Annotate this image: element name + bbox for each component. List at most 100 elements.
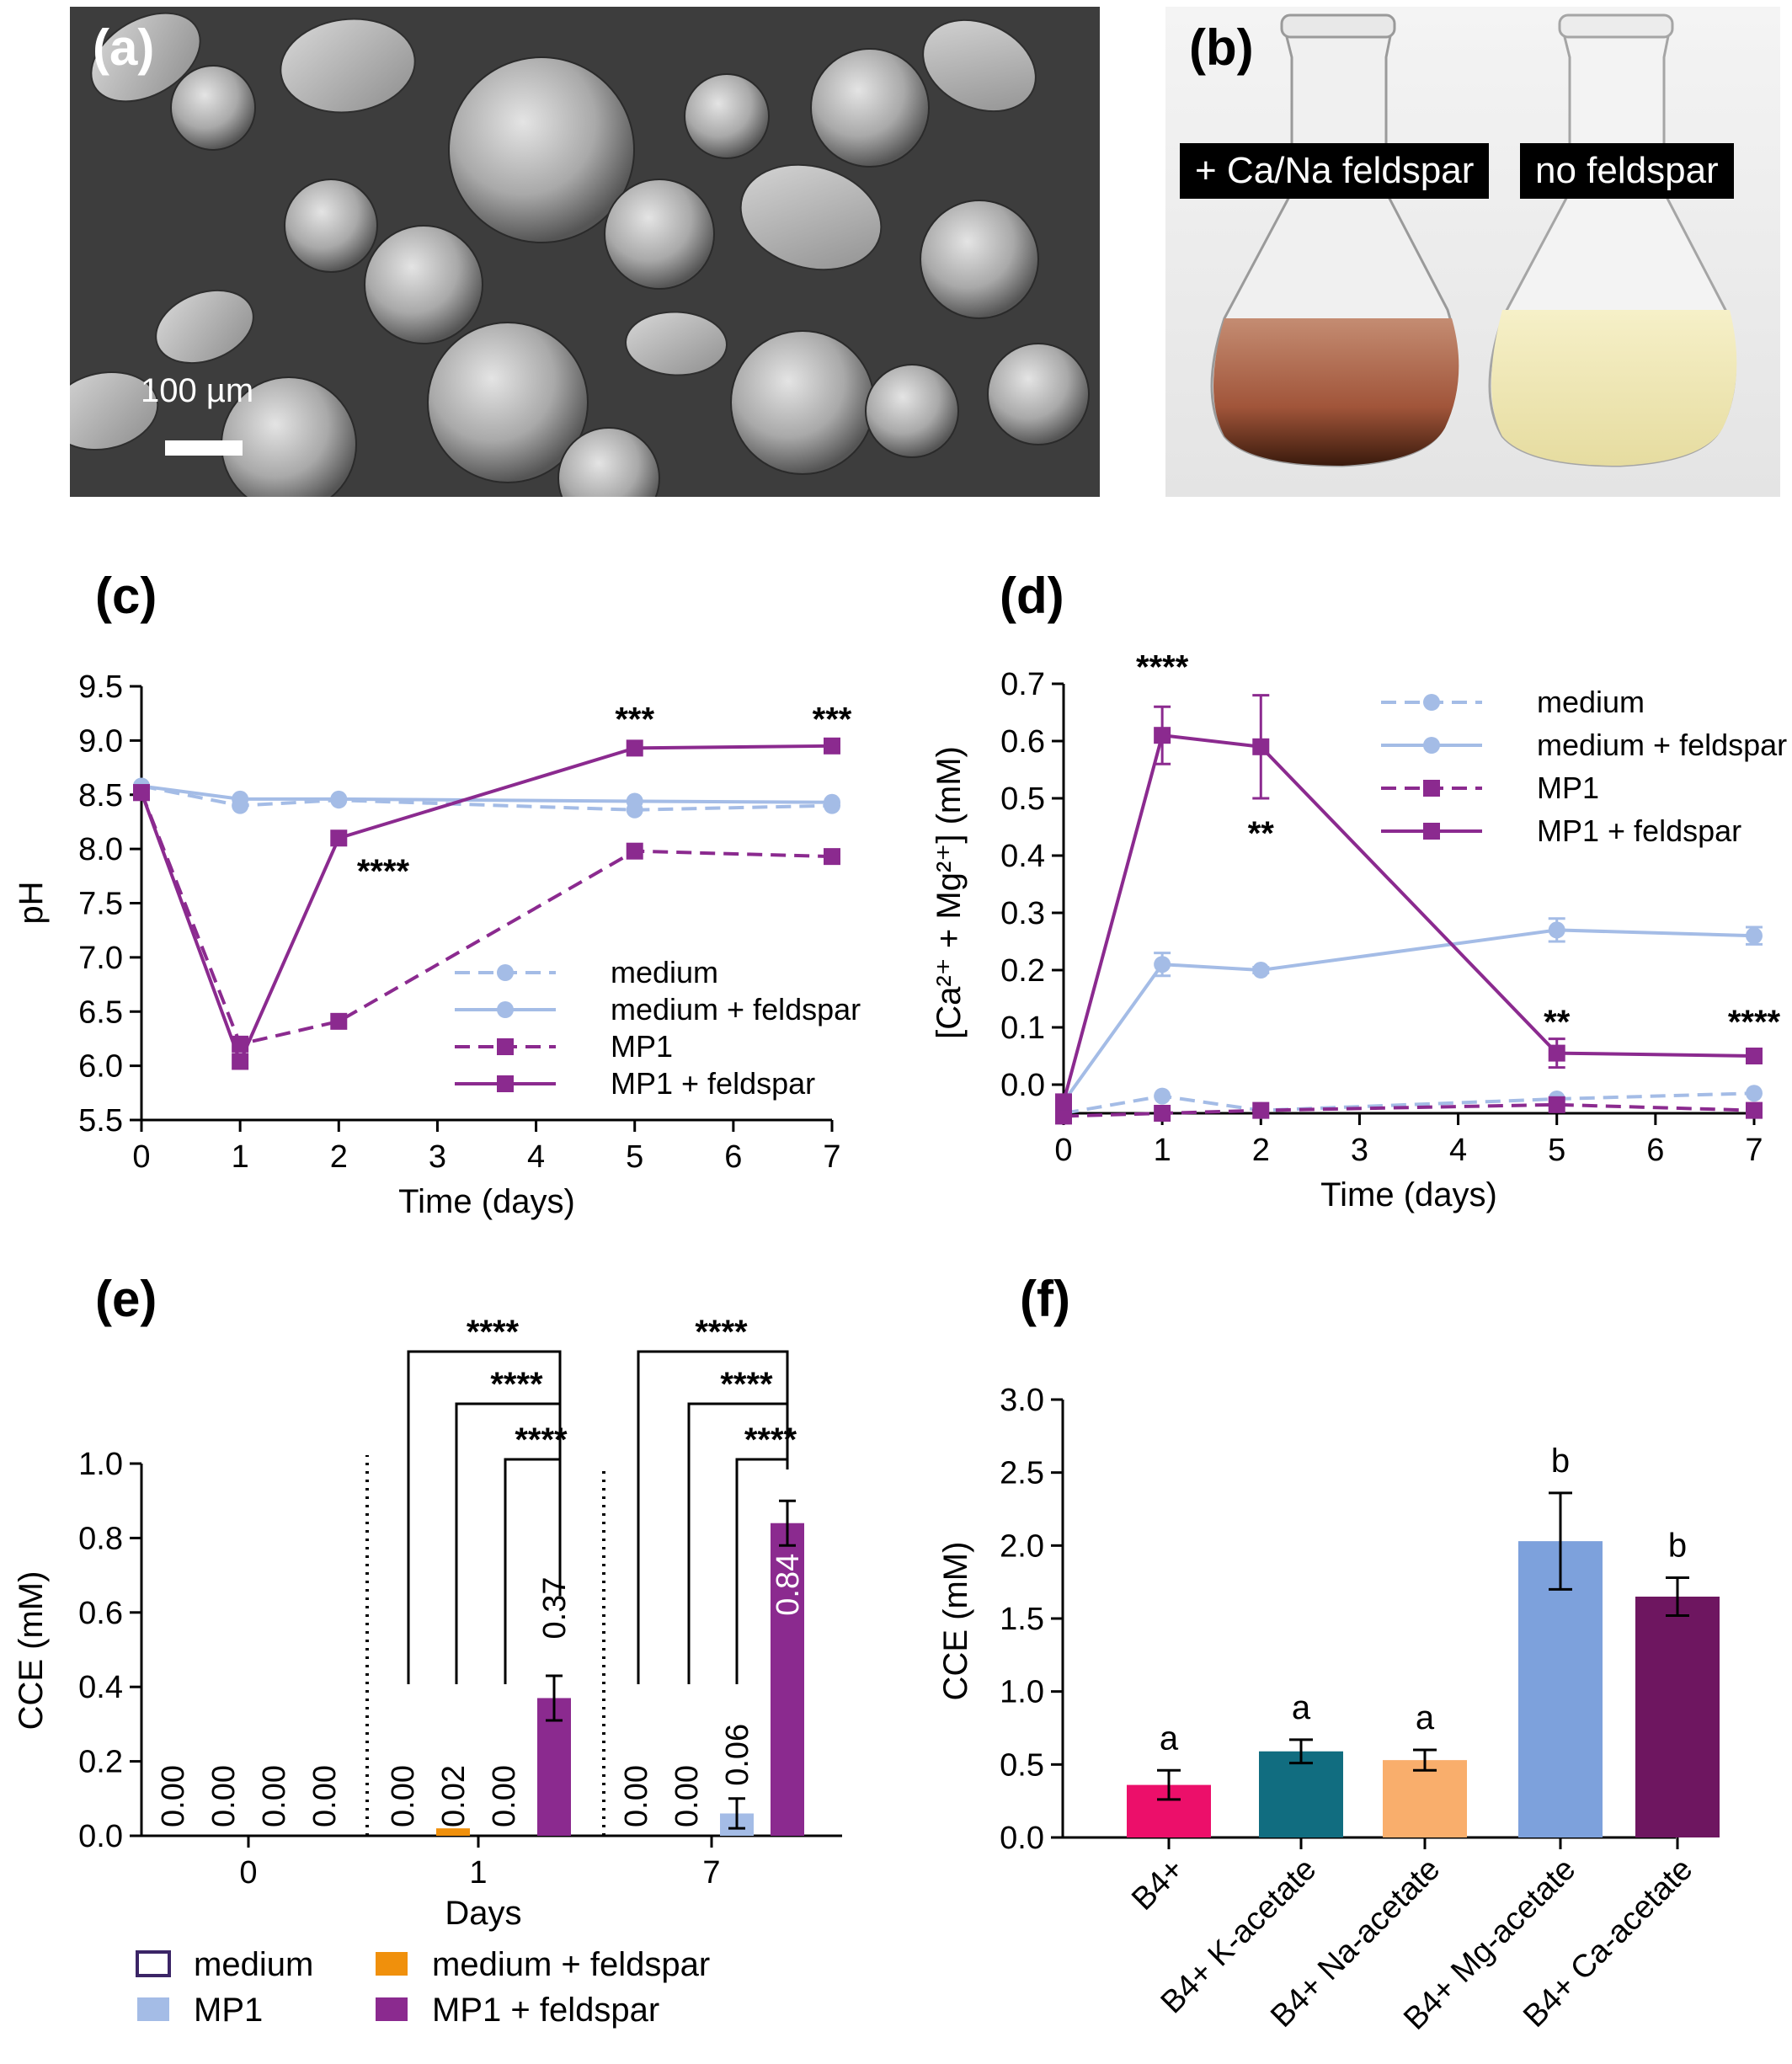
bar-value-label: 0.37	[537, 1576, 573, 1639]
legend-swatch	[376, 1997, 408, 2021]
bar-value-label: 0.84	[771, 1554, 806, 1616]
y-axis-label: CCE (mM)	[13, 1571, 50, 1731]
bar-value-label: 0.06	[720, 1724, 755, 1786]
bar	[771, 1523, 804, 1836]
data-point	[1746, 1048, 1763, 1064]
data-point	[1746, 927, 1763, 945]
sem-flake	[155, 289, 254, 365]
data-point	[824, 737, 840, 755]
sem-sphere	[170, 65, 256, 151]
data-point	[1252, 1101, 1270, 1119]
x-tick-label: 7	[823, 1139, 840, 1175]
data-point	[1154, 956, 1171, 973]
x-tick-label: 4	[1449, 1133, 1467, 1168]
x-tick-label: 3	[429, 1139, 446, 1175]
x-tick-label: 7	[1745, 1133, 1763, 1168]
sem-sphere	[448, 56, 635, 243]
sem-flake	[625, 311, 728, 376]
legend-label: MP1 + feldspar	[1537, 813, 1741, 848]
data-point	[1548, 1096, 1565, 1113]
legend-label: medium	[1537, 685, 1645, 719]
flask-photo	[1165, 7, 1780, 497]
significance-label: ****	[695, 1314, 748, 1351]
significance-label: ***	[813, 701, 852, 739]
data-point	[1055, 1093, 1072, 1111]
data-point	[1154, 1105, 1171, 1122]
legend-label: medium + feldspar	[1537, 728, 1787, 762]
x-tick-label: 0	[132, 1139, 150, 1175]
data-point	[1252, 738, 1270, 755]
significance-label: **	[1544, 1004, 1571, 1041]
sem-sphere	[810, 48, 930, 168]
legend-label: medium + feldspar	[611, 992, 861, 1027]
significance-bracket	[735, 1458, 789, 1684]
panel-d-letter: (d)	[1000, 568, 1064, 624]
significance-label: ****	[467, 1314, 520, 1351]
x-tick-label: B4+	[1125, 1852, 1191, 1917]
x-tick-label: 7	[702, 1855, 720, 1891]
data-point	[1548, 1044, 1565, 1062]
legend-swatch-marker	[1423, 780, 1440, 797]
y-axis-label: CCE (mM)	[937, 1542, 974, 1701]
x-tick-label: 0	[1054, 1133, 1072, 1168]
y-axis-label: pH	[13, 881, 50, 924]
x-tick-label: 1	[469, 1855, 487, 1891]
y-tick-label: 9.5	[78, 669, 123, 705]
sem-sphere	[865, 364, 959, 458]
flask-left-label: + Ca/Na feldspar	[1180, 143, 1490, 199]
data-point	[1154, 727, 1171, 744]
x-tick-label: 5	[626, 1139, 643, 1175]
legend-label: medium + feldspar	[432, 1946, 710, 1983]
y-tick-label: 7.5	[78, 887, 123, 922]
data-point	[824, 848, 840, 866]
y-tick-label: 0.5	[1000, 781, 1045, 817]
sem-flake	[70, 371, 159, 451]
bar	[1383, 1760, 1467, 1837]
y-tick-label: 0.0	[1000, 1068, 1045, 1103]
data-point	[1154, 1087, 1171, 1105]
significance-label: ***	[615, 701, 654, 739]
group-letter: a	[1292, 1689, 1311, 1726]
legend-swatch-marker	[1423, 823, 1440, 840]
sem-sphere	[987, 343, 1090, 445]
sem-flake	[90, 12, 201, 103]
y-tick-label: 0.6	[1000, 724, 1045, 760]
sem-flake	[922, 19, 1037, 113]
significance-label: **	[1248, 815, 1275, 852]
x-axis-label: Time (days)	[398, 1183, 575, 1220]
x-tick-label: 0	[239, 1855, 257, 1891]
x-tick-label: 1	[1154, 1133, 1171, 1168]
bar-value-label: 0.02	[436, 1765, 472, 1827]
significance-bracket	[687, 1402, 789, 1684]
x-tick-label: 4	[527, 1139, 545, 1175]
data-point	[330, 1012, 348, 1030]
sem-sphere	[604, 179, 715, 290]
legend-label: MP1	[611, 1029, 673, 1064]
sem-sphere	[684, 73, 770, 159]
significance-bracket	[504, 1458, 562, 1684]
x-tick-label: 5	[1548, 1133, 1565, 1168]
significance-label: ****	[515, 1421, 568, 1459]
x-tick-label: 2	[330, 1139, 348, 1175]
group-letter: b	[1668, 1527, 1687, 1564]
significance-label: ****	[357, 853, 410, 890]
bar-value-label: 0.00	[487, 1765, 522, 1827]
x-axis-label: Time (days)	[1320, 1176, 1497, 1213]
bar	[1635, 1597, 1720, 1837]
legend-swatch-marker	[497, 1001, 514, 1018]
bar	[436, 1828, 470, 1836]
scale-bar	[165, 440, 243, 456]
panel-b-letter: (b)	[1189, 19, 1254, 76]
y-tick-label: 6.5	[78, 995, 123, 1030]
flask-image-drawing	[1165, 7, 1780, 497]
y-tick-label: 2.5	[1000, 1456, 1044, 1491]
x-tick-label: 2	[1252, 1133, 1270, 1168]
panel-e-letter: (e)	[95, 1271, 157, 1327]
legend-swatch-marker	[1423, 737, 1440, 754]
legend-label: MP1 + feldspar	[611, 1066, 815, 1101]
data-point	[626, 739, 643, 757]
legend-swatch	[136, 1950, 171, 1977]
legend-swatch-marker	[497, 1038, 514, 1055]
legend-swatch-marker	[497, 1075, 514, 1092]
y-tick-label: 9.0	[78, 723, 123, 759]
